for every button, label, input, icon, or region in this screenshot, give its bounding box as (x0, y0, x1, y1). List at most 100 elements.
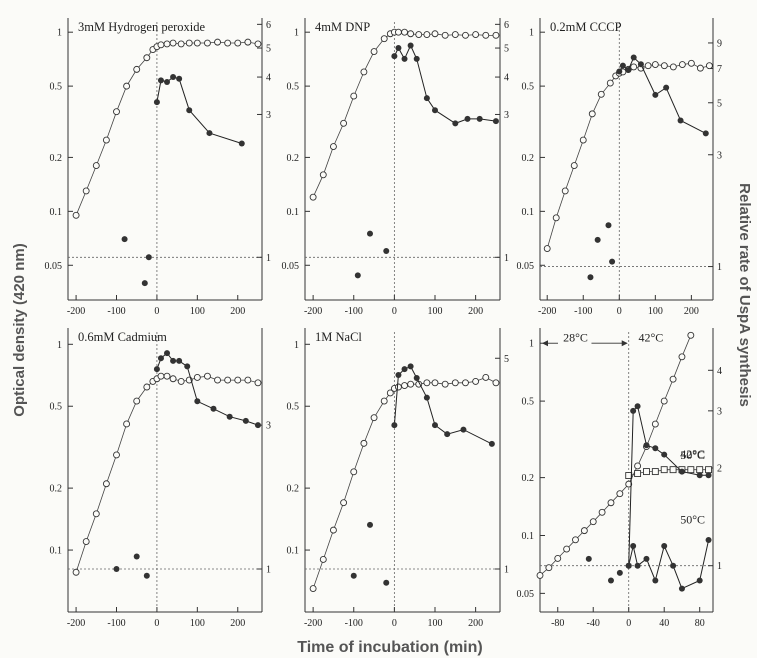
x-tick-label: 200 (684, 306, 699, 317)
data-point-open (669, 375, 677, 383)
y-tick-label-left: 0.05 (517, 589, 535, 600)
data-point-open (570, 162, 578, 170)
y-tick-label-right: 1 (717, 262, 722, 273)
data-point-open (234, 376, 242, 384)
y-tick-label-left: 1 (294, 340, 299, 351)
y-tick-label-left: 0.05 (282, 261, 300, 272)
temp-arrow-right-head (621, 340, 628, 347)
data-point-open (92, 162, 100, 170)
data-point-open (482, 374, 490, 381)
data-point-filled (452, 120, 459, 127)
data-point-filled (383, 579, 390, 586)
y-tick-label-left: 1 (294, 28, 299, 39)
data-point-open (360, 439, 368, 447)
data-point-filled (413, 55, 420, 62)
data-point-filled (705, 472, 712, 479)
data-point-open (340, 499, 348, 507)
x-tick-label: -100 (345, 618, 363, 629)
data-point-filled (587, 274, 594, 281)
panel-5: -200 -100 0 100 200 0.1 0.2 0.5 1 1 5 1M NaCl (287, 328, 509, 629)
data-point-filled (407, 42, 414, 49)
data-point-open (123, 82, 131, 90)
data-point-filled (383, 247, 390, 254)
x-tick-label: -100 (345, 306, 363, 317)
x-tick-label: 0 (617, 306, 622, 317)
data-point-filled (210, 405, 217, 412)
data-point-open (536, 571, 544, 579)
annotation-label: 42°C (638, 331, 663, 345)
data-point-filled (643, 442, 650, 449)
x-tick-label: -100 (107, 618, 125, 629)
data-point-open (423, 31, 431, 39)
data-point-open (214, 38, 221, 46)
y-tick-label-right: 1 (504, 564, 509, 575)
data-point-square (651, 468, 659, 476)
y-tick-label-left: 0.2 (522, 153, 535, 164)
y-tick-label-left: 0.1 (287, 546, 300, 557)
data-point-open (462, 31, 469, 39)
data-point-filled (153, 366, 160, 373)
data-point-filled (242, 417, 249, 424)
data-point-open (163, 40, 171, 48)
panel-title: 0.6mM Cadmium (78, 330, 167, 344)
y-tick-label-right: 2 (717, 463, 722, 474)
data-point-filled (401, 55, 408, 62)
data-point-open (380, 397, 388, 405)
data-point-open (492, 31, 500, 39)
data-point-filled (702, 130, 709, 137)
y-tick-label-left: 0.1 (522, 531, 535, 542)
data-point-filled (141, 280, 148, 287)
x-axis-title: Time of incubation (min) (297, 639, 482, 656)
data-point-open (482, 31, 490, 39)
data-point-open (185, 39, 193, 47)
y-tick-label-right: 3 (717, 150, 722, 161)
data-point-open (401, 382, 408, 390)
x-tick-label: 100 (428, 618, 443, 629)
data-point-filled (164, 350, 171, 357)
panel-title: 3mM Hydrogen peroxide (78, 20, 206, 34)
data-point-open (660, 62, 668, 70)
data-point-square (643, 468, 650, 476)
data-point-filled (157, 355, 164, 362)
data-point-open (329, 143, 337, 150)
series-line (156, 352, 259, 426)
data-point-filled (705, 536, 712, 543)
x-tick-label: 0 (392, 306, 397, 317)
data-point-open (634, 462, 642, 470)
data-point-filled (492, 118, 499, 125)
x-tick-label: -80 (551, 618, 564, 629)
panel-1: -200 -100 0 100 200 0.05 0.1 0.2 0.5 1 1 3 4 5 6 3mM Hy… (45, 18, 271, 317)
data-point-open (423, 379, 431, 387)
data-point-open (169, 39, 177, 47)
data-point-open (123, 420, 131, 428)
temp-arrow-left-head (542, 340, 548, 347)
x-tick-label: 0 (392, 618, 397, 629)
data-point-open (472, 377, 480, 385)
data-point-filled (625, 66, 632, 73)
data-point-filled (145, 254, 152, 261)
data-point-open (133, 65, 141, 73)
data-point-open (82, 187, 90, 195)
y-tick-label-left: 0.1 (50, 546, 63, 557)
data-point-square (634, 470, 642, 477)
x-tick-label: -100 (574, 306, 592, 317)
y-tick-label-left: 1 (529, 28, 534, 39)
data-point-open (157, 372, 165, 380)
x-tick-label: 200 (230, 618, 245, 629)
data-point-filled (194, 398, 201, 405)
y-tick-label-right: 4 (504, 73, 509, 84)
data-point-filled (423, 394, 430, 401)
y-tick-label-left: 0.1 (522, 207, 535, 218)
data-point-open (441, 31, 449, 39)
data-point-filled (661, 542, 668, 549)
data-point-open (543, 245, 551, 252)
x-tick-label: -200 (538, 306, 556, 317)
x-tick-label: 100 (428, 306, 443, 317)
x-tick-label: -200 (67, 618, 85, 629)
data-point-filled (423, 95, 430, 102)
data-point-open (386, 389, 394, 397)
panel-2: -200 -100 0 100 200 0.05 0.1 0.2 0.5 1 1 3 4 5 6 4mM DN… (282, 18, 509, 317)
data-point-square (696, 466, 704, 474)
data-point-open (193, 39, 201, 47)
data-point-open (319, 556, 327, 563)
